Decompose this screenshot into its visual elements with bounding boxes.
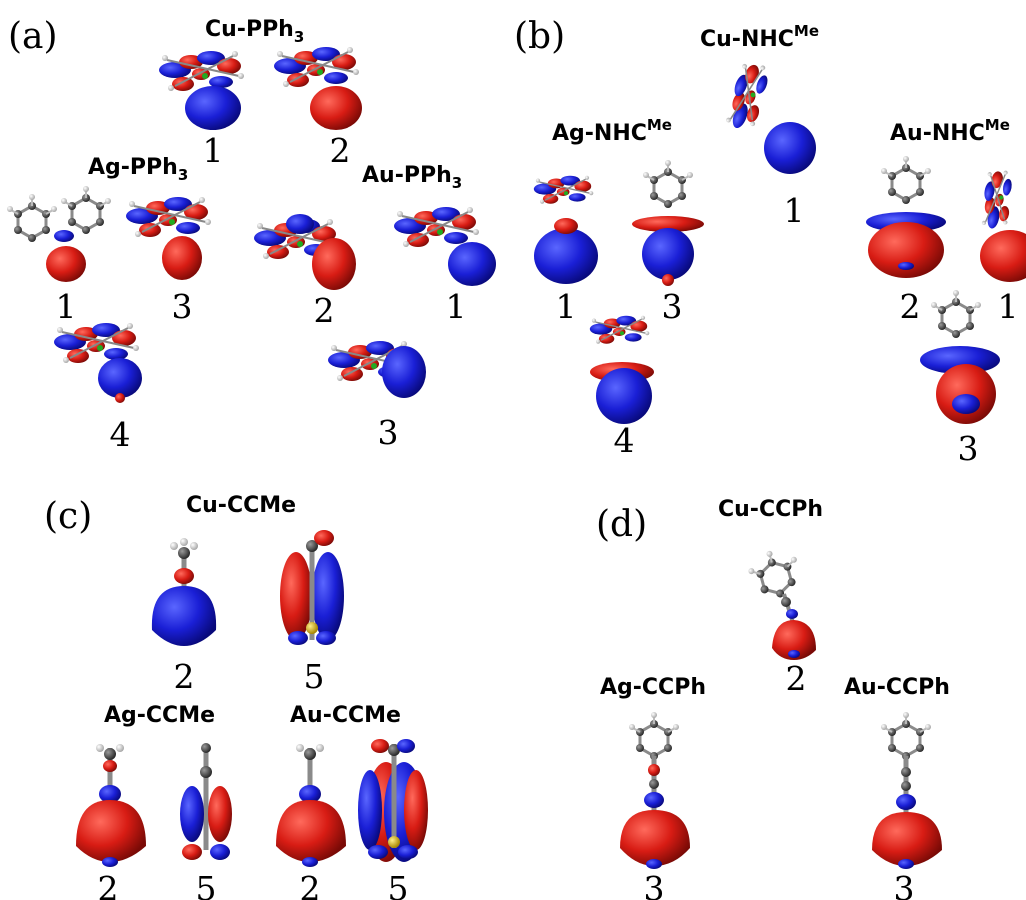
title-cu-pph3: Cu-PPh3: [205, 17, 304, 46]
index-cu-nhcme-1: 1: [784, 191, 805, 230]
panel-d: (d) Cu-CCPh Ag-CCPh Au-CCPh 2 3: [596, 497, 950, 900]
index-cu-pph3-1: 1: [203, 131, 224, 170]
panel-b: (b) Cu-NHCMe Ag-NHCMe Au-NHCMe 1 1: [514, 16, 1026, 468]
index-ag-nhcme-3: 3: [662, 287, 683, 326]
orbital-au-nhcme-1: [977, 166, 1026, 282]
orbital-cu-ccph-2: [743, 542, 816, 660]
title-au-ccme: Au-CCMe: [290, 703, 401, 728]
orbital-cu-ccme-5: [280, 530, 344, 645]
index-au-nhcme-2: 2: [900, 287, 921, 326]
orbital-au-nhcme-3: [920, 288, 1000, 424]
orbital-au-ccme-5: [358, 739, 428, 862]
title-ag-ccme: Ag-CCMe: [104, 703, 215, 728]
orbital-cu-nhcme-1: [720, 57, 816, 174]
panel-a: (a) Cu-PPh3 Ag-PPh3 Au-PPh3 1 2: [5, 16, 496, 454]
panel-label-b: (b): [514, 16, 565, 57]
orbital-ag-ccme-5: [180, 743, 232, 860]
orbital-au-ccme-2: [276, 744, 346, 867]
title-au-nhcme: Au-NHCMe: [890, 116, 1010, 146]
orbital-ag-nhcme-1: [533, 174, 598, 284]
title-cu-nhcme: Cu-NHCMe: [700, 22, 819, 52]
index-ag-nhcme-1: 1: [556, 287, 577, 326]
orbital-cu-pph3-1: [158, 50, 245, 130]
orbital-cu-pph3-2: [273, 46, 362, 130]
index-au-ccph-3: 3: [894, 869, 915, 900]
panel-c: (c) Cu-CCMe Ag-CCMe Au-CCMe 2 5: [44, 493, 428, 900]
index-ag-ccph-3: 3: [644, 869, 665, 900]
orbital-au-nhcme-2: [866, 154, 946, 278]
index-ag-nhcme-4: 4: [614, 421, 635, 460]
index-cu-pph3-2: 2: [330, 131, 351, 170]
title-au-ccph: Au-CCPh: [844, 675, 950, 700]
index-ag-ccme-2: 2: [98, 869, 119, 900]
orbital-ag-nhcme-4: [589, 315, 654, 424]
index-ag-pph3-3: 3: [172, 287, 193, 326]
index-au-ccme-5: 5: [388, 869, 409, 900]
orbital-ag-nhcme-3: [632, 158, 704, 286]
index-ag-ccme-5: 5: [196, 869, 217, 900]
title-ag-pph3: Ag-PPh3: [88, 155, 188, 184]
index-ag-pph3-1: 1: [56, 287, 77, 326]
orbital-ag-ccph-3: [620, 710, 690, 869]
title-au-pph3: Au-PPh3: [362, 163, 462, 192]
index-au-nhcme-1: 1: [998, 287, 1019, 326]
index-au-pph3-1: 1: [446, 287, 467, 326]
orbital-au-pph3-2: [253, 214, 356, 290]
index-au-ccme-2: 2: [300, 869, 321, 900]
title-ag-ccph: Ag-CCPh: [600, 675, 706, 700]
index-au-pph3-3: 3: [378, 413, 399, 452]
index-cu-ccme-2: 2: [174, 657, 195, 696]
title-ag-nhcme: Ag-NHCMe: [552, 116, 672, 146]
orbital-cu-ccme-2: [151, 538, 217, 646]
orbital-ag-pph3-3: [125, 196, 212, 280]
index-au-nhcme-3: 3: [958, 429, 979, 468]
orbital-ag-pph3-1: [5, 184, 113, 282]
orbital-au-pph3-3: [327, 340, 426, 398]
index-cu-ccme-5: 5: [304, 657, 325, 696]
panel-label-d: (d): [596, 504, 647, 545]
index-cu-ccph-2: 2: [786, 659, 807, 698]
title-cu-ccme: Cu-CCMe: [186, 493, 296, 518]
index-au-pph3-2: 2: [314, 291, 335, 330]
title-cu-ccph: Cu-CCPh: [718, 497, 823, 522]
panel-label-c: (c): [44, 496, 92, 537]
index-ag-pph3-4: 4: [110, 415, 131, 454]
orbital-au-ccph-3: [872, 710, 942, 869]
panel-label-a: (a): [8, 16, 58, 57]
orbital-ag-pph3-4: [53, 322, 142, 403]
orbital-ag-ccme-2: [76, 744, 146, 867]
orbital-au-pph3-1: [393, 206, 496, 286]
